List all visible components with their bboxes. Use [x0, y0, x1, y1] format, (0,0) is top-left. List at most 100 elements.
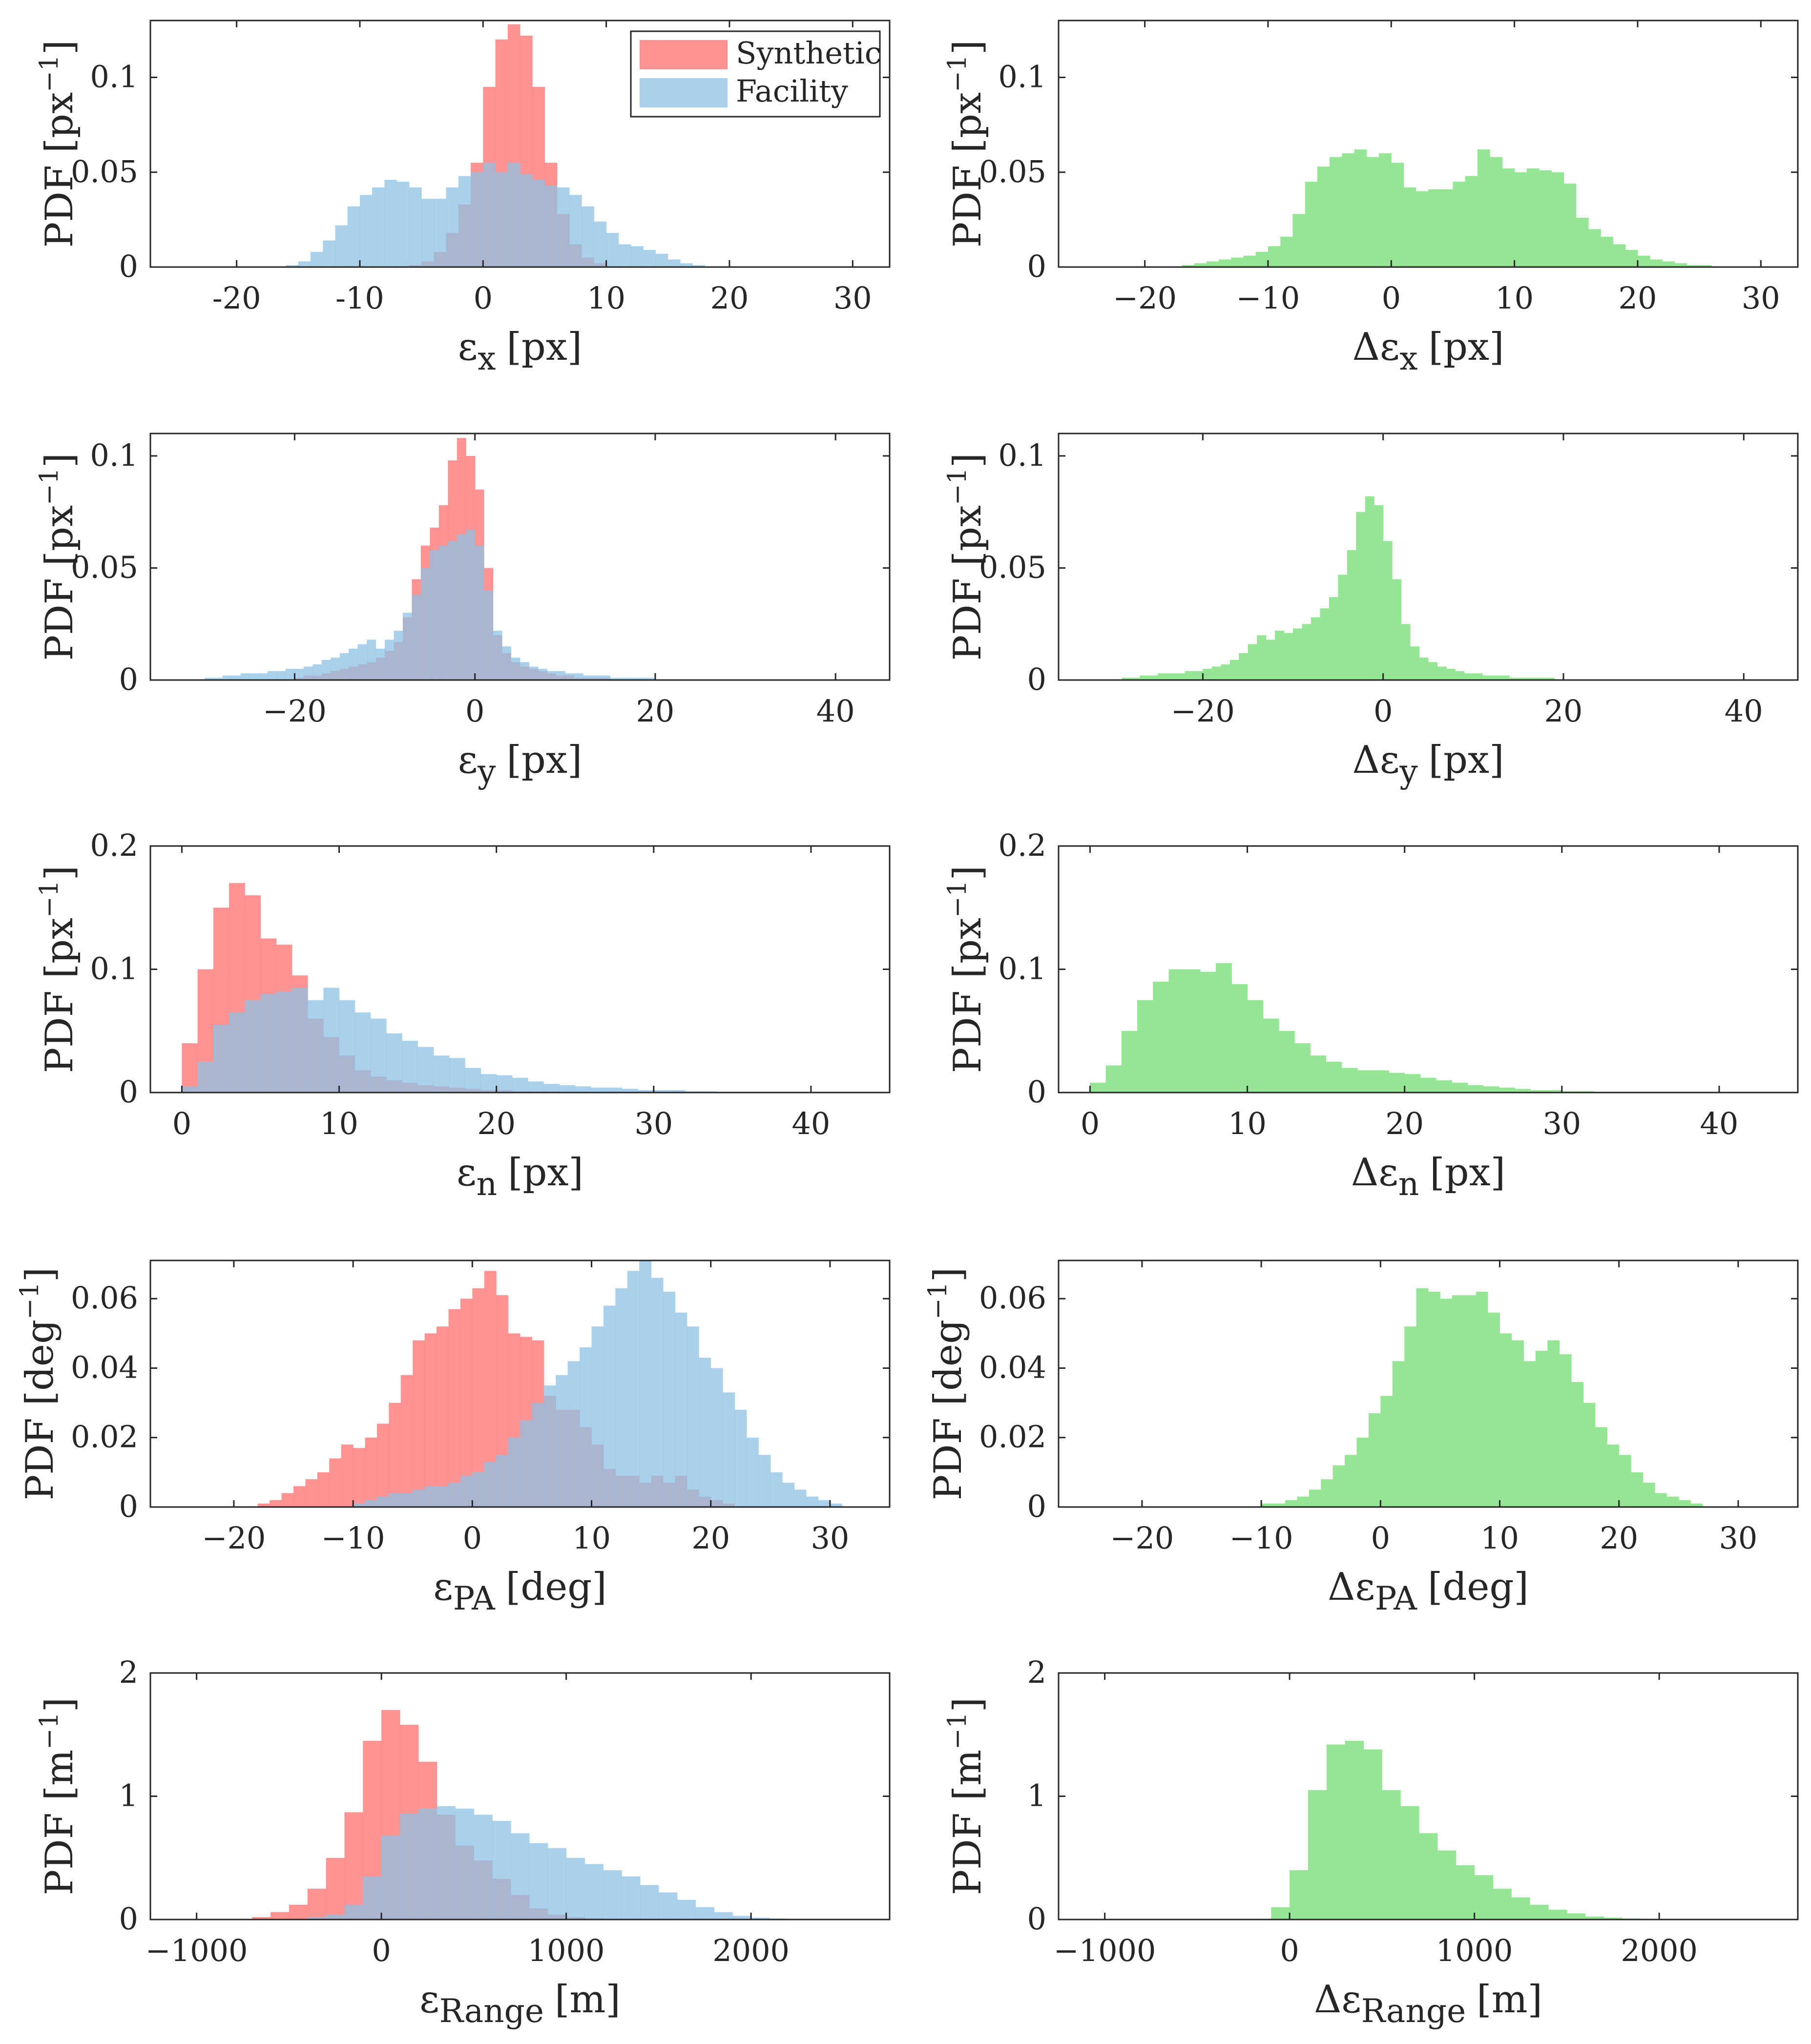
x-tick-label: 10 [587, 280, 625, 316]
histogram-bar-difference [1490, 157, 1502, 267]
histogram-bar-facility [353, 1503, 366, 1507]
subplot-epa: −20 −10 0 10 20 30 0 0.02 0.04 0.06 εPA [deg] PDF [d… [15, 1259, 891, 1617]
histogram-bar-facility [321, 660, 331, 680]
y-tick-label: 0 [1027, 1901, 1046, 1937]
histogram-bar-difference [1284, 633, 1293, 680]
histogram-bar-facility [417, 1047, 434, 1093]
histogram-bar-synthetic [472, 1288, 485, 1507]
y-axis-label: PDF [px−1] [943, 453, 990, 661]
y-tick-label: 0.1 [998, 59, 1046, 95]
histogram-bar-synthetic [289, 1904, 308, 1920]
histogram-bar-facility [663, 1292, 675, 1507]
histogram-bar-facility [591, 1326, 604, 1507]
histogram-bar-facility [622, 1089, 639, 1093]
histogram-bar-facility [465, 1068, 481, 1093]
histogram-bar-facility [603, 1305, 616, 1507]
y-tick-label: 0.05 [979, 549, 1046, 585]
bars-den [1090, 963, 1594, 1093]
x-tick-label: 30 [1719, 1520, 1757, 1556]
axes-box [1058, 433, 1799, 681]
histogram-bar-facility [582, 206, 594, 267]
y-tick-label: 0.05 [71, 549, 138, 585]
histogram-bar-difference [1203, 669, 1212, 680]
histogram-bar-facility [339, 1000, 355, 1093]
histogram-bar-difference [1356, 1437, 1369, 1507]
histogram-bar-difference [1176, 673, 1185, 680]
histogram-bar-facility [457, 534, 466, 680]
histogram-bar-difference [1515, 1089, 1531, 1093]
histogram-bar-facility [508, 1437, 520, 1507]
histogram-bar-facility [347, 206, 360, 267]
histogram-bar-difference [1464, 673, 1474, 680]
y-tick-label: 0 [119, 1074, 138, 1110]
histogram-bar-facility [483, 163, 496, 267]
x-tick-label: 0 [1382, 280, 1401, 316]
histogram-bar-difference [1280, 236, 1293, 267]
bars-depa [1261, 1288, 1703, 1507]
histogram-bar-difference [1345, 1740, 1364, 1920]
x-axis-label: ΔεPA [deg] [1328, 1565, 1529, 1617]
histogram-bar-facility [367, 640, 376, 680]
histogram-bar-facility [699, 1358, 711, 1507]
y-tick-label: 0.2 [90, 827, 138, 863]
histogram-bar-difference [1548, 1909, 1567, 1920]
histogram-bar-synthetic [182, 1043, 198, 1093]
histogram-bar-synthetic [376, 1424, 389, 1507]
histogram-bar-difference [1293, 628, 1303, 680]
histogram-bar-difference [1302, 624, 1311, 680]
histogram-bar-facility [294, 669, 304, 680]
histogram-bar-difference [1464, 1295, 1477, 1507]
y-axis-label: PDF [px−1] [943, 40, 990, 248]
x-tick-label: 20 [1544, 693, 1582, 729]
histogram-bar-synthetic [281, 1493, 294, 1507]
histogram-bar-facility [276, 991, 292, 1093]
histogram-bar-synthetic [326, 1858, 345, 1920]
bars-dex [1182, 149, 1712, 267]
histogram-bar-difference [1273, 1503, 1286, 1507]
subplot-en: 0 10 20 30 40 0 0.1 0.2 εn [px] PDF [px−1] [35, 827, 891, 1203]
histogram-bar-difference [1383, 541, 1393, 680]
histogram-bar-synthetic [400, 1375, 413, 1507]
histogram-bar-difference [1247, 1000, 1264, 1093]
histogram-bar-facility [260, 994, 277, 1093]
histogram-bar-difference [1137, 1000, 1153, 1093]
histogram-bar-difference [1326, 1744, 1346, 1920]
histogram-bar-difference [1221, 664, 1230, 680]
bars-ey [204, 438, 656, 680]
histogram-bar-difference [1271, 1907, 1290, 1920]
histogram-bar-difference [1547, 1340, 1560, 1507]
histogram-bar-facility [492, 1821, 511, 1920]
y-tick-label: 0.2 [998, 827, 1046, 863]
histogram-bar-facility [653, 1090, 670, 1093]
histogram-bar-difference [1148, 675, 1158, 680]
histogram-bar-difference [1185, 671, 1194, 680]
histogram-bar-difference [1654, 1493, 1667, 1507]
x-tick-label: 20 [477, 1106, 516, 1141]
y-tick-label: 0.05 [71, 154, 138, 189]
histogram-bar-facility [437, 1486, 449, 1507]
histogram-bar-synthetic [437, 1326, 449, 1507]
histogram-bar-difference [1297, 1496, 1310, 1507]
histogram-bar-facility [543, 1084, 560, 1093]
x-tick-label: −10 [1229, 1520, 1293, 1556]
histogram-bar-facility [646, 678, 656, 680]
histogram-bar-difference [1674, 263, 1687, 267]
legend-label-synthetic: Synthetic [736, 35, 881, 71]
histogram-bar-difference [1563, 184, 1577, 267]
histogram-bar-difference [1526, 168, 1540, 267]
histogram-bar-facility [231, 675, 241, 680]
x-tick-label: 40 [1725, 693, 1763, 729]
histogram-bar-facility [723, 1392, 735, 1507]
x-tick-label: 40 [1700, 1106, 1738, 1141]
x-tick-label: 0 [172, 1106, 191, 1141]
histogram-bar-facility [448, 1483, 461, 1507]
histogram-bar-difference [1576, 218, 1589, 267]
histogram-bar-facility [375, 648, 385, 680]
histogram-bar-facility [471, 172, 483, 267]
histogram-bar-difference [1257, 635, 1267, 680]
histogram-bar-difference [1465, 176, 1478, 267]
y-tick-label: 0 [119, 248, 138, 284]
histogram-bar-difference [1158, 673, 1167, 680]
y-axis-label: PDF [deg−1] [15, 1267, 62, 1500]
